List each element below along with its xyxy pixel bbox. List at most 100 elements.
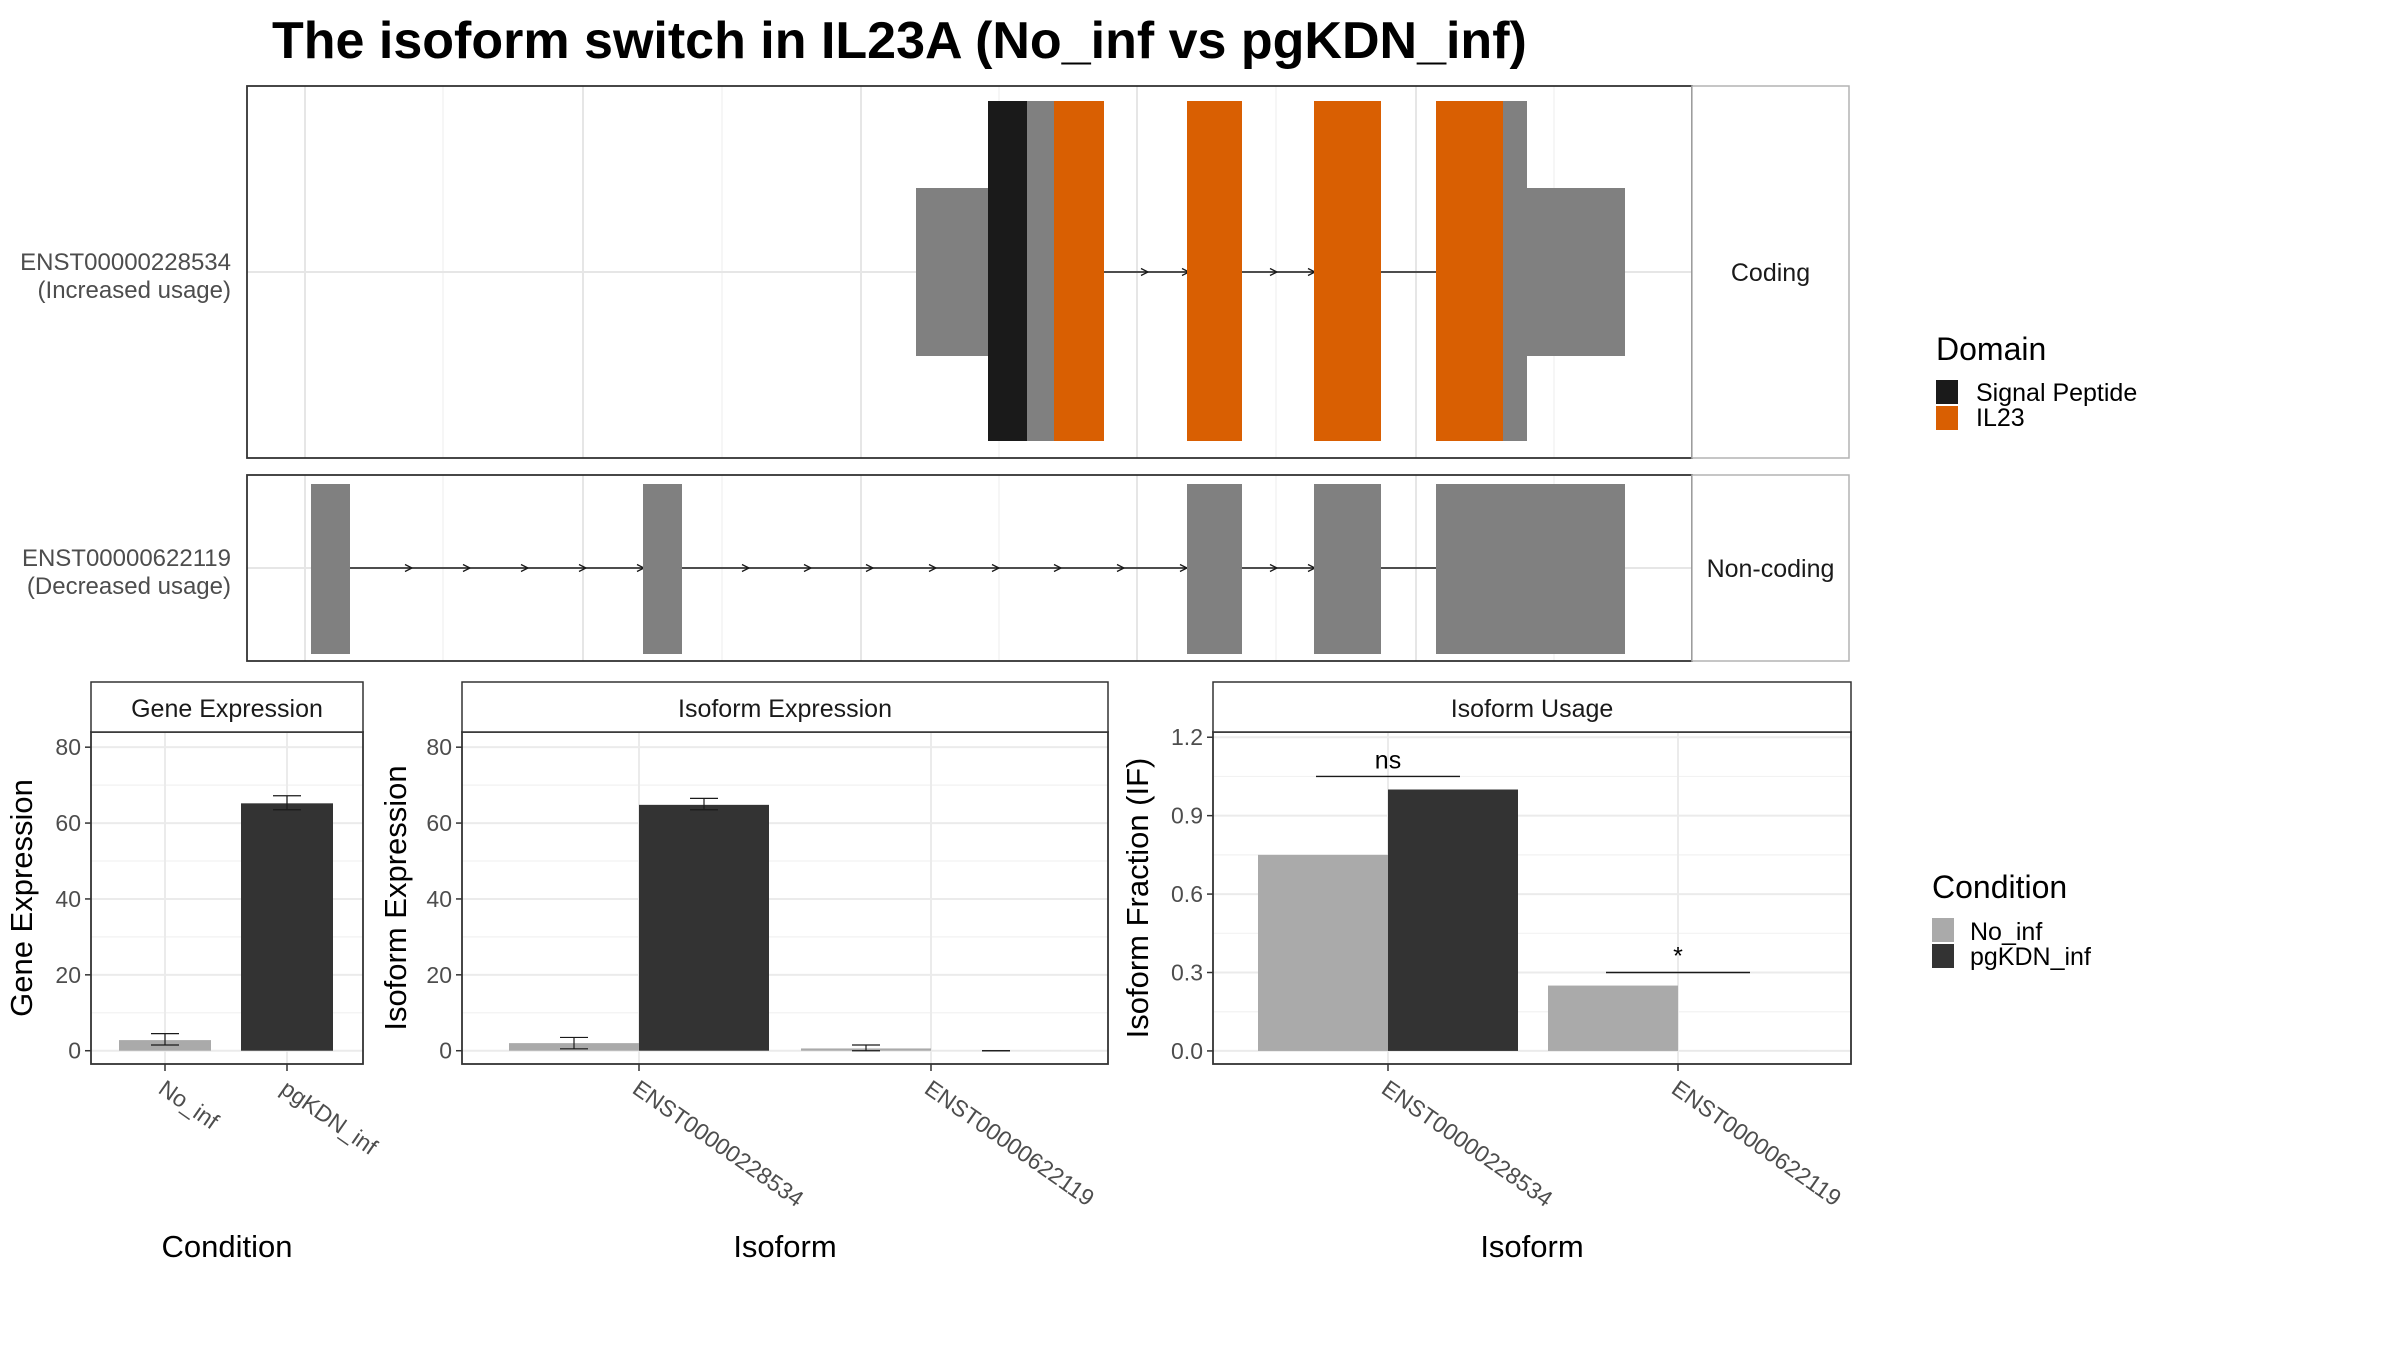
y-tick-label: 80 (55, 734, 81, 760)
y-tick-label: 60 (55, 810, 81, 836)
figure-title: The isoform switch in IL23A (No_inf vs p… (272, 12, 1527, 70)
x-tick-label: ENST00000228534 (1377, 1075, 1558, 1212)
significance-label: * (1673, 943, 1683, 971)
transcript-type-label: Coding (1731, 259, 1810, 287)
legend-key (1936, 406, 1958, 430)
y-tick-label: 0 (439, 1038, 452, 1064)
panel-isoform-usage: 0.0 0.3 0.6 0.9 1.2 ns * Isoform Usage ENST00000… (1120, 681, 1852, 1264)
panel-strip (461, 681, 1109, 733)
error-bar (690, 797, 718, 811)
panel-strip-label: Isoform Usage (1451, 695, 1614, 723)
noncoding-exon (1314, 484, 1381, 654)
significance-annotation: ns (1316, 746, 1460, 778)
strand-arrow (1116, 563, 1126, 573)
y-tick-label: 20 (426, 962, 452, 988)
y-tick-label: 0.6 (1171, 881, 1203, 907)
y-tick-label: 0 (68, 1038, 81, 1064)
strand-arrow (741, 563, 751, 573)
transcript-structure-panel: Coding ENST00000228534(Increased usage) No… (20, 85, 1850, 662)
error-bar (151, 1033, 179, 1046)
transcript-id-label: ENST00000228534 (20, 249, 231, 276)
strand-arrow (520, 563, 530, 573)
noncoding-exon (1187, 484, 1242, 654)
legend-label: No_inf (1970, 918, 2042, 946)
strand-arrow (404, 563, 414, 573)
strand-arrow (865, 563, 875, 573)
y-axis-title: Gene Expression (4, 779, 39, 1017)
y-tick-label: 40 (426, 886, 452, 912)
x-tick-label: ENST00000228534 (628, 1075, 809, 1212)
bar-no-inf (1258, 854, 1388, 1051)
track-strip (1691, 85, 1850, 459)
panel-strip-label: Isoform Expression (678, 695, 892, 723)
y-tick-label: 0.3 (1171, 960, 1203, 986)
signal-peptide-domain (988, 101, 1028, 441)
track-strip (1691, 474, 1850, 662)
bar-pgkdn-inf (639, 804, 769, 1051)
strand-arrow (928, 563, 938, 573)
legend-key (1932, 944, 1954, 968)
x-tick-label: pgKDN_inf (276, 1075, 383, 1160)
y-tick-label: 0.0 (1171, 1038, 1203, 1064)
strand-arrow (991, 563, 1001, 573)
y-tick-label: 0.9 (1171, 803, 1203, 829)
utr-exon (1525, 188, 1625, 356)
legend-label: IL23 (1976, 404, 2025, 432)
x-tick-label: ENST00000622119 (920, 1075, 1099, 1211)
x-axis-title: Isoform (1480, 1229, 1583, 1264)
noncoding-exon (311, 484, 350, 654)
y-tick-label: 40 (55, 886, 81, 912)
significance-annotation: * (1606, 943, 1750, 974)
il23-domain (1187, 101, 1242, 441)
y-tick-label: 1.2 (1171, 724, 1203, 750)
significance-label: ns (1375, 746, 1401, 774)
strand-arrow (1269, 563, 1279, 573)
panel-isoform-expression: 0 20 40 60 80 Isoform Expression ENST000002285… (378, 681, 1109, 1264)
expression-panels: 0 20 40 60 80 Gene Expression No_inf pgKDN_inf C… (4, 681, 1852, 1264)
panel-strip (1212, 681, 1852, 733)
strand-arrow (803, 563, 813, 573)
bar-pgkdn-inf (241, 803, 333, 1051)
error-bar (560, 1036, 588, 1050)
transcript-usage-label: (Increased usage) (38, 277, 231, 304)
y-tick-label: 60 (426, 810, 452, 836)
strand-arrow (1140, 267, 1150, 277)
strand-arrow (1053, 563, 1063, 573)
transcript-id-label: ENST00000622119 (22, 545, 231, 572)
transcript-track-1: Coding ENST00000228534(Increased usage) (20, 85, 1850, 459)
il23-domain (1314, 101, 1381, 441)
x-tick-label: ENST00000622119 (1667, 1075, 1846, 1211)
bar-no-inf (1548, 985, 1678, 1051)
panel-strip-label: Gene Expression (131, 695, 323, 723)
legend-label: Signal Peptide (1976, 379, 2137, 407)
noncoding-exon (643, 484, 682, 654)
y-axis-title: Isoform Fraction (IF) (1120, 758, 1155, 1039)
x-axis-title: Isoform (733, 1229, 836, 1264)
y-tick-label: 80 (426, 734, 452, 760)
noncoding-exon (1436, 484, 1625, 654)
strand-arrow (1269, 267, 1279, 277)
x-tick-label: No_inf (154, 1075, 224, 1135)
error-bar (852, 1044, 880, 1052)
coding-exon (1027, 101, 1055, 441)
panel-gene-expression: 0 20 40 60 80 Gene Expression No_inf pgKDN_inf C… (4, 681, 383, 1264)
transcript-type-label: Non-coding (1707, 555, 1835, 583)
legend-key (1936, 380, 1958, 404)
y-tick-label: 20 (55, 962, 81, 988)
strand-arrow (462, 563, 472, 573)
legend-key (1932, 918, 1954, 942)
il23-domain (1054, 101, 1104, 441)
y-axis-title: Isoform Expression (378, 765, 413, 1030)
utr-exon (916, 188, 990, 356)
legend-title: Domain (1936, 331, 2046, 367)
legend-label: pgKDN_inf (1970, 943, 2091, 971)
il23-domain (1436, 101, 1504, 441)
strand-arrow (578, 563, 588, 573)
transcript-track-2: Non-coding ENST00000622119(Decreased usag… (22, 474, 1850, 662)
bar-pgkdn-inf (1388, 789, 1518, 1051)
error-bar (273, 795, 301, 811)
